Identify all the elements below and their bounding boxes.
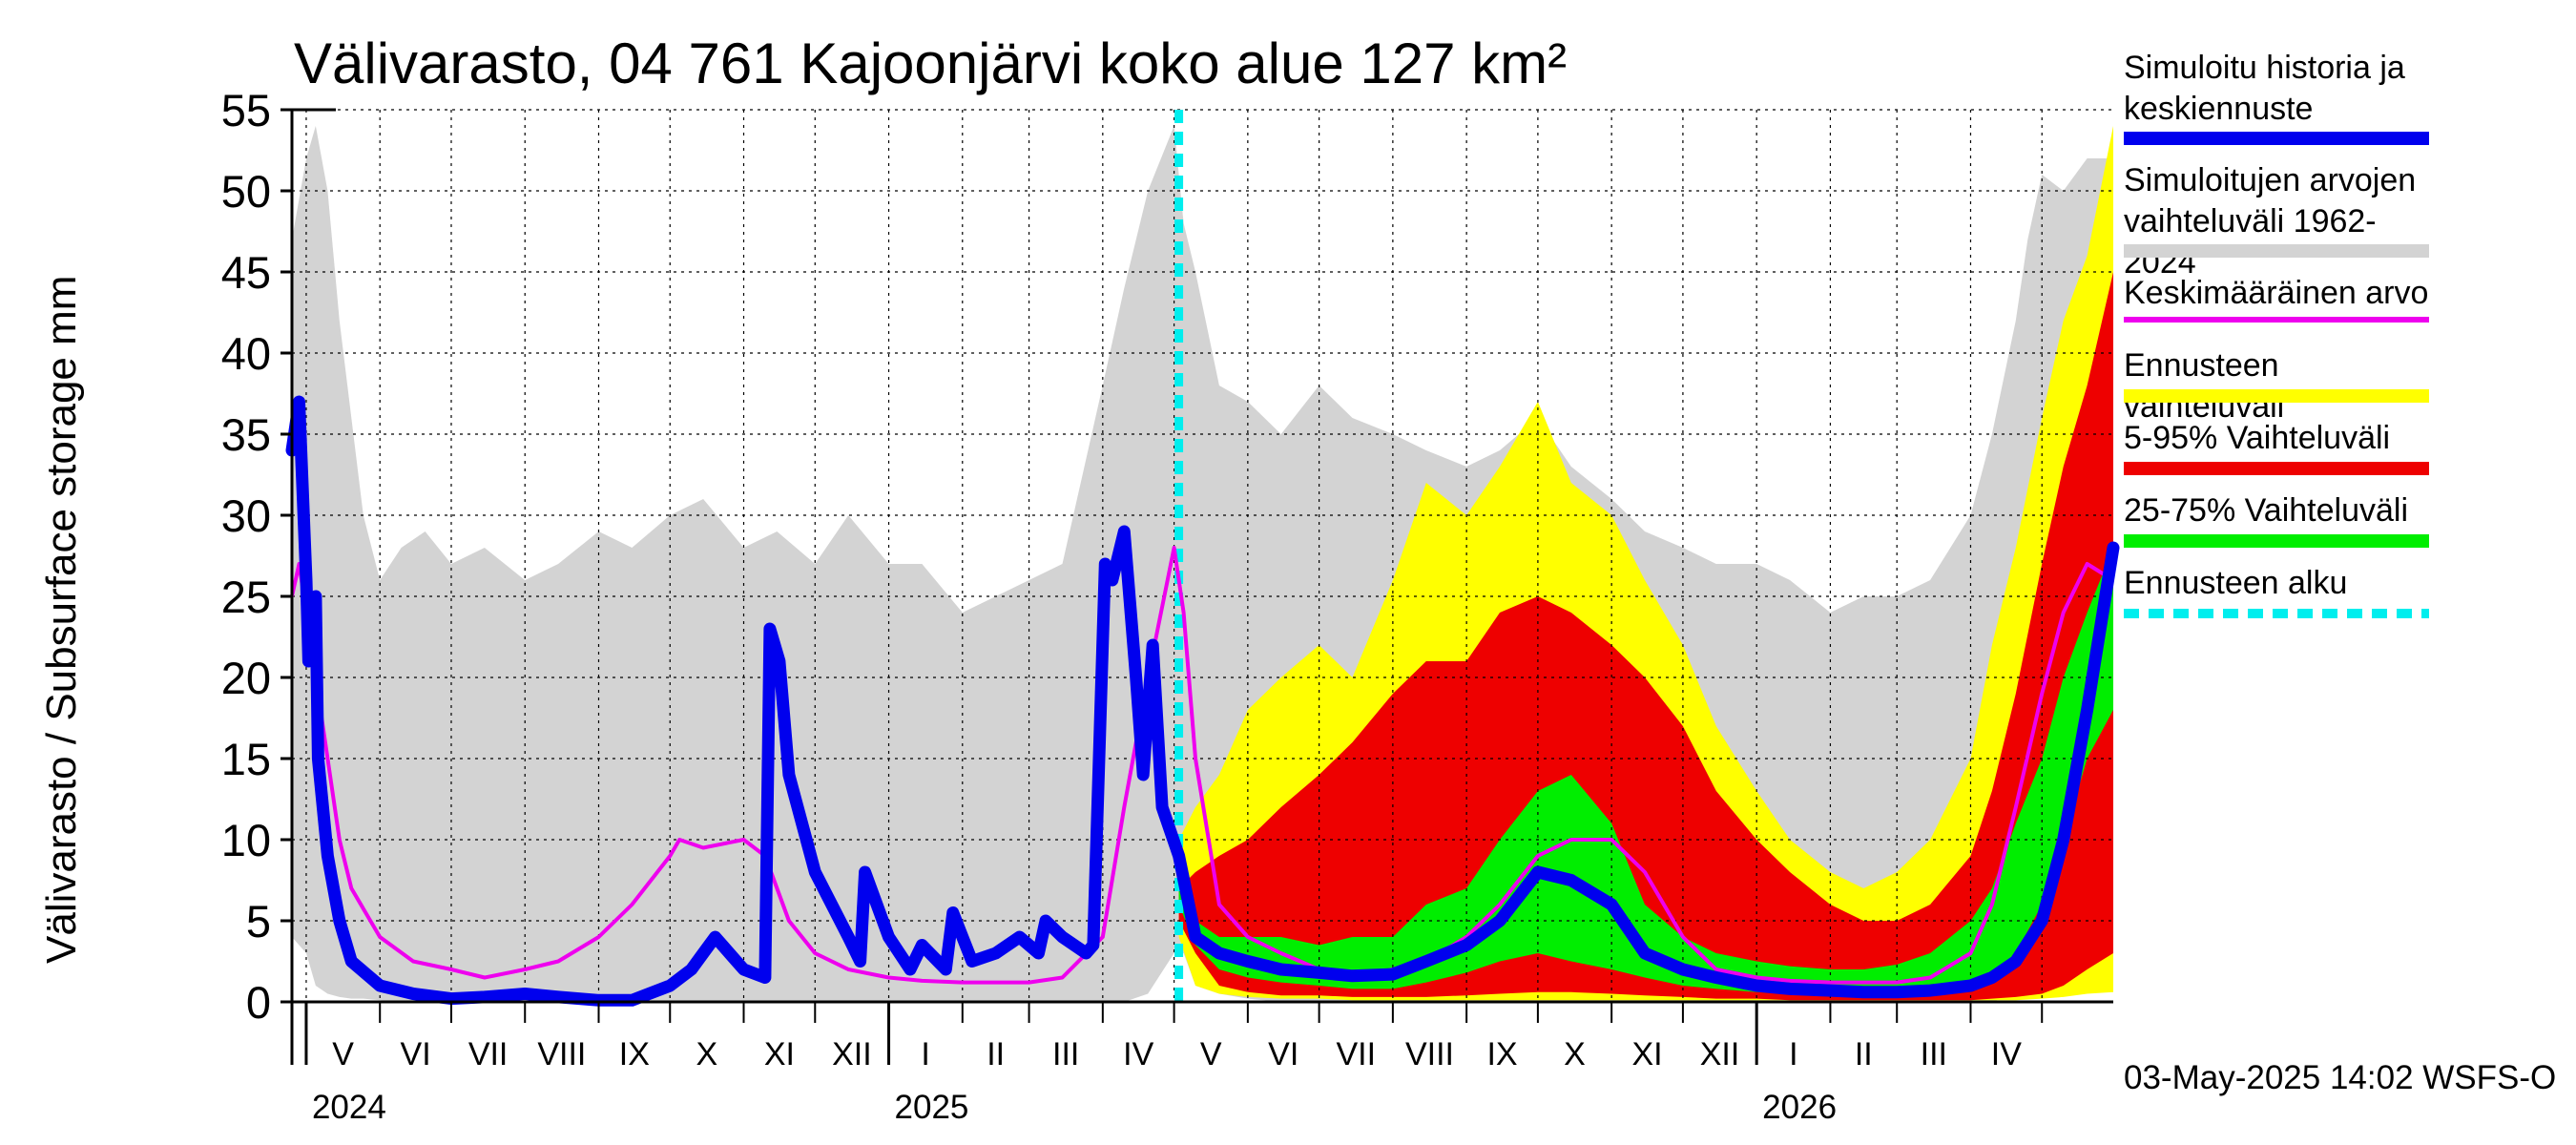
month-label: XI bbox=[764, 1036, 795, 1072]
legend-swatch bbox=[2124, 534, 2429, 548]
forecast-5-95-band bbox=[1178, 272, 2113, 1001]
legend-swatch bbox=[2124, 317, 2429, 323]
legend-swatch bbox=[2124, 609, 2429, 618]
legend-swatch bbox=[2124, 389, 2429, 403]
month-label: V bbox=[1200, 1036, 1222, 1072]
month-label: X bbox=[1564, 1036, 1586, 1072]
y-tick-label: 5 bbox=[246, 896, 271, 947]
legend-label: Simuloitujen arvojen vaihteluväli 1962-2… bbox=[2124, 162, 2417, 281]
legend-label: 5-95% Vaihteluväli bbox=[2124, 420, 2391, 456]
y-tick-label: 10 bbox=[221, 815, 271, 865]
month-label: VI bbox=[401, 1036, 431, 1072]
y-tick-label: 45 bbox=[221, 247, 271, 298]
month-label: VIII bbox=[1405, 1036, 1454, 1072]
y-tick-label: 40 bbox=[221, 328, 271, 379]
legend-label: Ennusteen alku bbox=[2124, 565, 2348, 601]
month-label: IV bbox=[1991, 1036, 2022, 1072]
y-tick-label: 35 bbox=[221, 409, 271, 460]
year-label: 2025 bbox=[895, 1089, 969, 1126]
month-label: X bbox=[696, 1036, 718, 1072]
legend-item-mean-value: Keskimääräinen arvo bbox=[2124, 273, 2439, 323]
year-label: 2024 bbox=[312, 1089, 386, 1126]
month-label: XII bbox=[1700, 1036, 1740, 1072]
legend-swatch bbox=[2124, 244, 2429, 258]
simulated-history-line bbox=[285, 395, 2120, 1007]
y-tick-label: 20 bbox=[221, 653, 271, 703]
chart-title: Välivarasto, 04 761 Kajoonjärvi koko alu… bbox=[294, 31, 1568, 95]
legend-label: Simuloitu historia ja keskiennuste bbox=[2124, 50, 2405, 127]
month-label: V bbox=[332, 1036, 354, 1072]
legend-swatch bbox=[2124, 462, 2429, 475]
legend-item-forecast-range: Ennusteen vaihteluväli bbox=[2124, 345, 2439, 427]
month-label: III bbox=[1921, 1036, 1947, 1072]
legend-swatch bbox=[2124, 132, 2429, 145]
legend-item-25-75: 25-75% Vaihteluväli bbox=[2124, 490, 2439, 548]
timestamp: 03-May-2025 14:02 WSFS-O bbox=[2124, 1059, 2557, 1096]
month-label: VI bbox=[1268, 1036, 1298, 1072]
series-lines-layer bbox=[285, 395, 2120, 1007]
legend-item-historical-range: Simuloitujen arvojen vaihteluväli 1962-2… bbox=[2124, 160, 2439, 283]
month-label: II bbox=[1855, 1036, 1873, 1072]
grid-layer bbox=[292, 109, 2113, 1002]
month-label: II bbox=[987, 1036, 1005, 1072]
legend-label: Ennusteen vaihteluväli bbox=[2124, 347, 2285, 425]
month-label: IV bbox=[1123, 1036, 1153, 1072]
y-axis-label: Välivarasto / Subsurface storage mm bbox=[38, 275, 85, 964]
legend-label: 25-75% Vaihteluväli bbox=[2124, 492, 2408, 529]
month-label: VII bbox=[468, 1036, 509, 1072]
legend-item-5-95: 5-95% Vaihteluväli bbox=[2124, 418, 2439, 475]
month-label: VIII bbox=[537, 1036, 586, 1072]
month-label: VII bbox=[1336, 1036, 1376, 1072]
legend-item-simulated-history: Simuloitu historia ja keskiennuste bbox=[2124, 48, 2439, 145]
month-label: III bbox=[1052, 1036, 1079, 1072]
y-tick-label: 15 bbox=[221, 734, 271, 784]
y-tick-label: 30 bbox=[221, 490, 271, 541]
legend-item-forecast-start: Ennusteen alku bbox=[2124, 563, 2439, 618]
y-tick-label: 0 bbox=[246, 977, 271, 1028]
month-label: XII bbox=[832, 1036, 872, 1072]
year-label: 2026 bbox=[1762, 1089, 1837, 1126]
month-label: IX bbox=[1486, 1036, 1517, 1072]
y-tick-label: 55 bbox=[221, 85, 271, 135]
month-label: XI bbox=[1631, 1036, 1662, 1072]
legend-label: Keskimääräinen arvo bbox=[2124, 275, 2429, 311]
month-label: I bbox=[921, 1036, 929, 1072]
month-label: I bbox=[1789, 1036, 1797, 1072]
y-tick-label: 50 bbox=[221, 166, 271, 217]
month-label: IX bbox=[619, 1036, 650, 1072]
y-tick-label: 25 bbox=[221, 572, 271, 622]
